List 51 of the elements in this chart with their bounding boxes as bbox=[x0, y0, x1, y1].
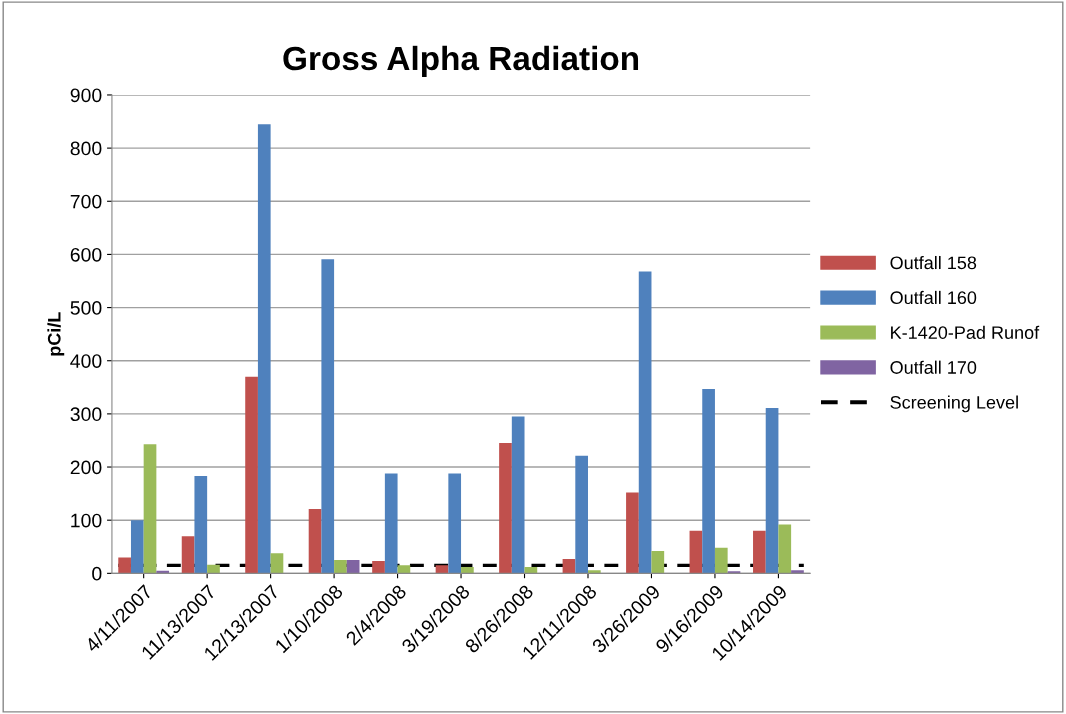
y-tick-label: 900 bbox=[70, 88, 102, 103]
bar bbox=[194, 476, 208, 574]
bar bbox=[778, 524, 792, 574]
bar bbox=[651, 551, 665, 574]
bar bbox=[791, 570, 804, 574]
bar bbox=[245, 376, 258, 574]
y-tick-label: 700 bbox=[70, 194, 102, 209]
legend-label: Outfall 170 bbox=[890, 360, 977, 374]
bar bbox=[638, 271, 652, 574]
bar bbox=[753, 530, 766, 574]
legend-label: Outfall 160 bbox=[890, 290, 977, 305]
bar bbox=[334, 560, 347, 574]
bar bbox=[588, 570, 601, 574]
bar bbox=[257, 124, 271, 574]
bar bbox=[321, 259, 335, 574]
bar bbox=[181, 536, 195, 574]
bar bbox=[499, 443, 512, 574]
legend-label: Outfall 158 bbox=[890, 255, 977, 270]
y-tick-label: 200 bbox=[70, 460, 102, 475]
bar bbox=[575, 455, 588, 574]
bar bbox=[130, 520, 144, 574]
y-tick-label: 800 bbox=[70, 141, 102, 156]
bar bbox=[207, 564, 220, 574]
bar bbox=[511, 416, 525, 574]
bar bbox=[562, 558, 576, 574]
legend-label: K-1420-Pad Runof bbox=[891, 325, 1040, 339]
bar bbox=[702, 388, 715, 574]
bar bbox=[435, 565, 449, 574]
y-tick-label: 300 bbox=[70, 407, 102, 422]
bar bbox=[448, 473, 462, 574]
bar bbox=[118, 557, 131, 574]
y-tick-label: 400 bbox=[70, 354, 102, 368]
bar bbox=[461, 566, 474, 574]
y-axis-title: pCi/L bbox=[47, 312, 65, 356]
bar bbox=[346, 560, 360, 574]
bar bbox=[372, 561, 385, 574]
bar bbox=[143, 444, 157, 574]
y-tick-label: 100 bbox=[71, 513, 102, 528]
y-tick-label: 500 bbox=[70, 301, 102, 315]
bar bbox=[689, 530, 703, 574]
bar bbox=[397, 565, 411, 574]
bar bbox=[626, 492, 639, 574]
y-tick-label: 0 bbox=[92, 566, 102, 581]
bar bbox=[270, 553, 284, 574]
y-tick-label: 600 bbox=[70, 247, 102, 262]
bar bbox=[308, 509, 322, 574]
bar bbox=[765, 408, 779, 574]
bar bbox=[714, 547, 728, 574]
legend-label: Screening Level bbox=[890, 395, 1018, 413]
chart-title: Gross Alpha Radiation bbox=[283, 45, 639, 77]
bar bbox=[384, 473, 398, 574]
